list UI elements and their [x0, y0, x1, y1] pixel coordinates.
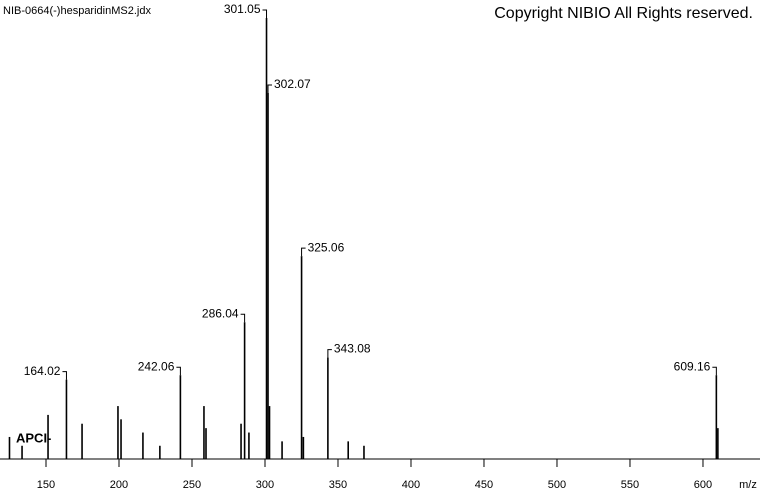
label-leader — [301, 247, 306, 257]
peak-label: 609.16 — [674, 359, 711, 373]
x-tick-label: 300 — [256, 479, 274, 491]
peak-label: 286.04 — [202, 306, 239, 320]
peak-label: 242.06 — [138, 359, 175, 373]
peak-label: 302.07 — [274, 77, 311, 91]
x-tick-label: 600 — [694, 479, 712, 491]
x-tick-label: 350 — [329, 479, 347, 491]
x-tick-label: 500 — [548, 479, 566, 491]
label-leader — [176, 366, 181, 376]
label-leader — [267, 84, 273, 93]
x-tick-label: 400 — [402, 479, 420, 491]
x-axis-label: m/z — [739, 479, 757, 491]
x-tick-label: 150 — [37, 479, 55, 491]
peak-label: 343.08 — [334, 342, 371, 356]
x-tick-label: 550 — [621, 479, 639, 491]
x-tick-label: 250 — [183, 479, 201, 491]
peak-label: 164.02 — [24, 364, 61, 378]
ionization-label: APCI- — [16, 430, 51, 445]
x-tick-label: 200 — [110, 479, 128, 491]
label-leader — [240, 313, 246, 323]
label-leader — [712, 366, 717, 376]
label-leader — [262, 9, 268, 18]
peak-label: 301.05 — [224, 2, 261, 16]
x-tick-label: 450 — [475, 479, 493, 491]
label-leader — [62, 371, 67, 380]
copyright: Copyright NIBIO All Rights reserved. — [494, 5, 753, 22]
peak-label: 325.06 — [308, 240, 345, 254]
chart-title: NIB-0664(-)hesparidinMS2.jdx — [3, 5, 151, 17]
label-leader — [327, 349, 332, 358]
